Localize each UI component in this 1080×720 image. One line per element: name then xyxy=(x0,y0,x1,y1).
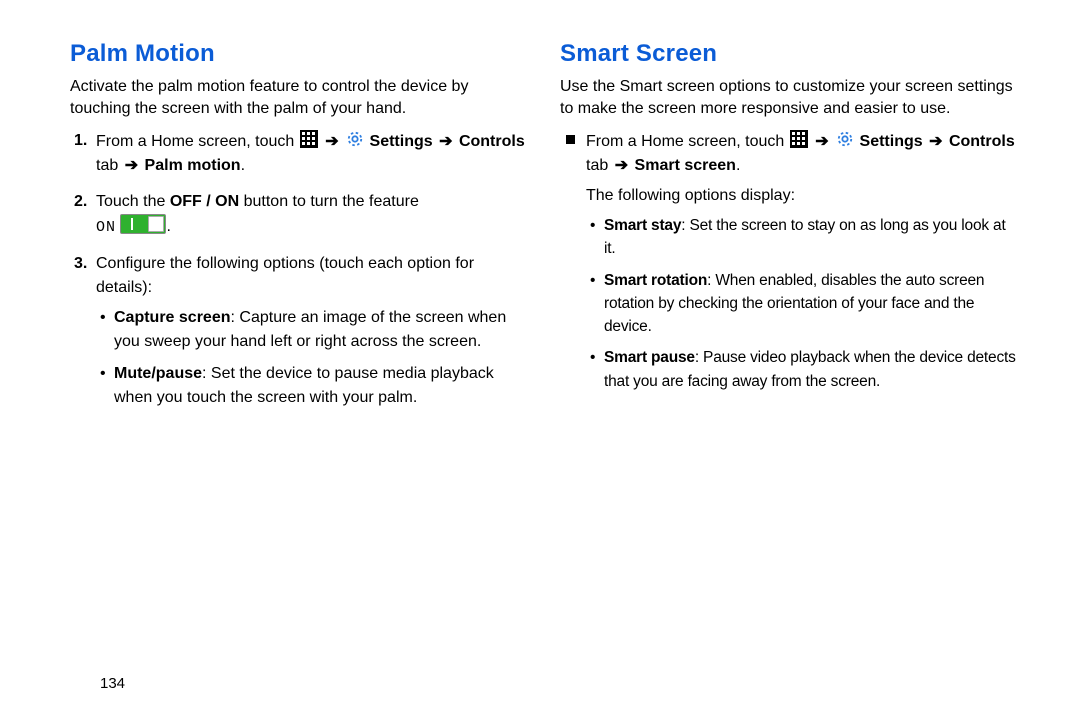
step3-text: Configure the following options (touch e… xyxy=(96,255,474,296)
settings-label: Settings xyxy=(370,133,433,150)
option-name: Smart pause xyxy=(604,349,695,366)
option-name: Mute/pause xyxy=(114,365,202,382)
step1-prefix: From a Home screen, touch xyxy=(96,133,294,150)
document-page: Palm Motion Activate the palm motion fea… xyxy=(0,0,1080,422)
arrow-icon: ➔ xyxy=(927,130,944,154)
step1-prefix: From a Home screen, touch xyxy=(586,133,784,150)
settings-gear-icon xyxy=(345,129,365,149)
palm-motion-intro: Activate the palm motion feature to cont… xyxy=(70,76,530,119)
option-smart-stay: Smart stay: Set the screen to stay on as… xyxy=(604,214,1020,261)
off-on-label: OFF / ON xyxy=(170,193,239,210)
smart-screen-heading: Smart Screen xyxy=(560,40,1020,68)
page-number: 134 xyxy=(100,675,125,692)
apps-grid-icon xyxy=(299,129,319,149)
palm-motion-steps: From a Home screen, touch ➔ xyxy=(70,129,530,410)
option-smart-pause: Smart pause: Pause video playback when t… xyxy=(604,346,1020,393)
option-mute-pause: Mute/pause: Set the device to pause medi… xyxy=(114,362,530,410)
smart-screen-step1: From a Home screen, touch ➔ xyxy=(586,129,1020,393)
arrow-icon: ➔ xyxy=(613,154,630,178)
palm-motion-heading: Palm Motion xyxy=(70,40,530,68)
arrow-icon: ➔ xyxy=(437,130,454,154)
settings-gear-icon xyxy=(835,129,855,149)
period: . xyxy=(736,157,740,174)
apps-grid-icon xyxy=(789,129,809,149)
step-3: Configure the following options (touch e… xyxy=(96,252,530,410)
controls-tab-label: Controls xyxy=(459,133,525,150)
right-column: Smart Screen Use the Smart screen option… xyxy=(560,40,1020,422)
smart-screen-intro: Use the Smart screen options to customiz… xyxy=(560,76,1020,119)
options-intro: The following options display: xyxy=(586,187,795,204)
step-1: From a Home screen, touch ➔ xyxy=(96,129,530,178)
period: . xyxy=(166,218,170,235)
option-capture-screen: Capture screen: Capture an image of the … xyxy=(114,306,530,354)
toggle-on-icon xyxy=(120,214,166,234)
step-2: Touch the OFF / ON button to turn the fe… xyxy=(96,190,530,240)
arrow-icon: ➔ xyxy=(813,130,830,154)
smart-screen-steps: From a Home screen, touch ➔ xyxy=(560,129,1020,393)
option-name: Smart stay xyxy=(604,217,681,234)
option-smart-rotation: Smart rotation: When enabled, disables t… xyxy=(604,269,1020,339)
step2-part2: button to turn the feature xyxy=(239,193,419,210)
tab-word: tab xyxy=(96,157,123,174)
left-column: Palm Motion Activate the palm motion fea… xyxy=(70,40,530,422)
on-label: ON xyxy=(96,219,116,236)
option-name: Smart rotation xyxy=(604,272,707,289)
smart-screen-options: Smart stay: Set the screen to stay on as… xyxy=(586,214,1020,393)
tab-word: tab xyxy=(586,157,613,174)
controls-tab-label: Controls xyxy=(949,133,1015,150)
smart-screen-target: Smart screen xyxy=(635,157,736,174)
palm-motion-target: Palm motion xyxy=(145,157,241,174)
palm-motion-options: Capture screen: Capture an image of the … xyxy=(96,306,530,410)
arrow-icon: ➔ xyxy=(123,154,140,178)
option-name: Capture screen xyxy=(114,309,231,326)
settings-label: Settings xyxy=(860,133,923,150)
step2-part1: Touch the xyxy=(96,193,170,210)
period: . xyxy=(241,157,245,174)
arrow-icon: ➔ xyxy=(323,130,340,154)
